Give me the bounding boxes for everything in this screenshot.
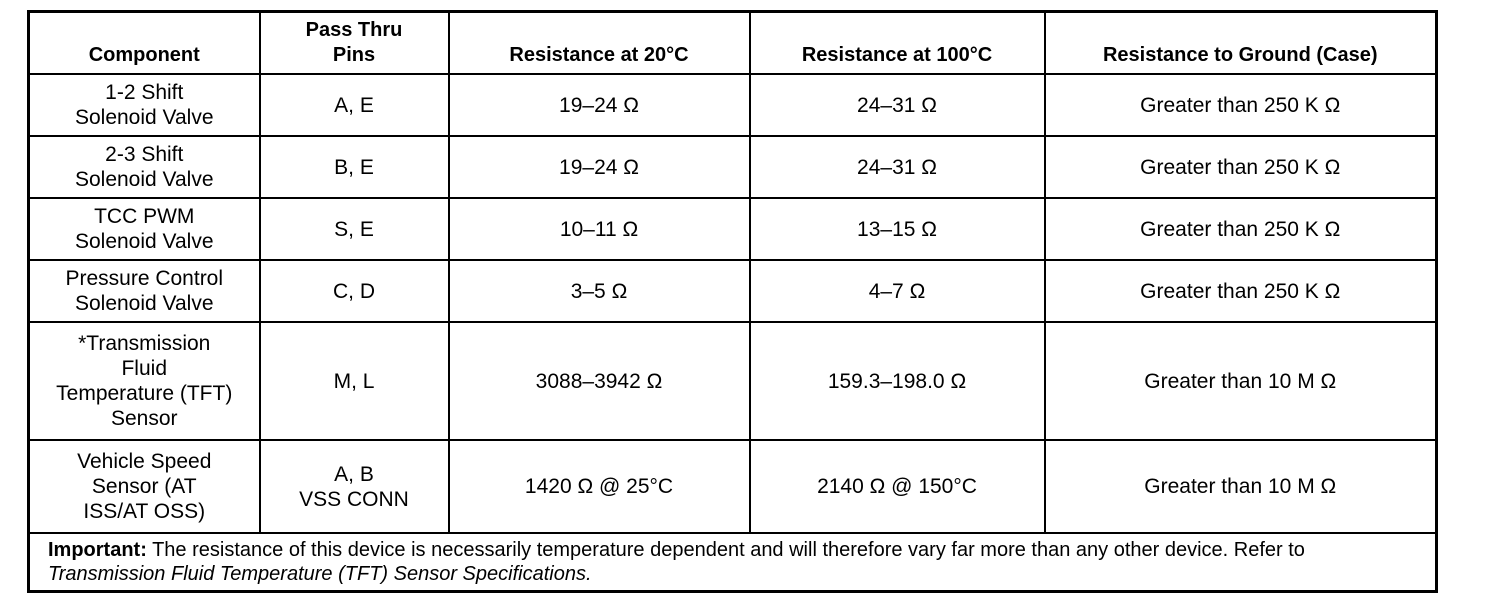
cell-line: 19–24 Ω	[559, 155, 639, 179]
cell-line: 10–11 Ω	[559, 217, 639, 241]
cell-line: Sensor	[110, 407, 178, 430]
cell-line: S, E	[334, 217, 374, 241]
cell-line: Solenoid Valve	[74, 230, 214, 253]
header-row: Component Pass Thru Pins Resistance at 20°C…	[27, 10, 1438, 75]
table-cell: A, B VSS CONN	[258, 439, 450, 534]
cell-line: Solenoid Valve	[74, 168, 214, 191]
cell-line: Solenoid Valve	[74, 292, 214, 315]
note-reference: Transmission Fluid Temperature (TFT) Sen…	[48, 563, 592, 585]
cell-line: Greater than 250 K Ω	[1140, 217, 1341, 241]
cell-line: Vehicle Speed	[77, 450, 212, 473]
table-body: 1-2 Shift Solenoid Valve A, E 19–24 Ω 24–31 …	[27, 73, 1438, 534]
table-cell: Vehicle Speed Sensor (AT ISS/AT OSS)	[27, 439, 261, 534]
cell-line: A, B	[334, 462, 374, 486]
table-cell: 2140 Ω @ 150°C	[748, 439, 1046, 534]
note-label: Important:	[48, 539, 147, 561]
table-cell: M, L	[258, 321, 450, 441]
cell-line: Greater than 250 K Ω	[1140, 93, 1341, 117]
cell-line: Pressure Control	[65, 267, 224, 290]
cell-line: 2-3 Shift	[105, 143, 184, 166]
table-cell: *Transmission Fluid Temperature (TFT) Senso…	[27, 321, 261, 441]
column-header: Pass Thru Pins	[258, 10, 450, 75]
table-cell: Greater than 250 K Ω	[1043, 197, 1438, 261]
cell-line: Temperature (TFT)	[56, 382, 233, 405]
spec-table: Component Pass Thru Pins Resistance at 20°C…	[27, 10, 1438, 593]
table-cell: 2-3 Shift Solenoid Valve	[27, 135, 261, 199]
cell-line: 3–5 Ω	[570, 279, 628, 303]
cell-line: Greater than 250 K Ω	[1140, 279, 1341, 303]
cell-line: Component	[88, 44, 200, 66]
table-row: 2-3 Shift Solenoid Valve B, E 19–24 Ω 24–31 …	[27, 135, 1438, 199]
table-cell: Greater than 250 K Ω	[1043, 135, 1438, 199]
table-cell: 13–15 Ω	[748, 197, 1046, 261]
column-header: Component	[27, 10, 261, 75]
cell-line: B, E	[334, 155, 374, 179]
table-cell: TCC PWM Solenoid Valve	[27, 197, 261, 261]
table-cell: S, E	[258, 197, 450, 261]
table-row: *Transmission Fluid Temperature (TFT) Senso…	[27, 321, 1438, 441]
table-cell: 24–31 Ω	[748, 73, 1046, 137]
cell-line: 4–7 Ω	[868, 279, 926, 303]
cell-line: VSS CONN	[299, 487, 409, 511]
table-cell: Greater than 10 M Ω	[1043, 439, 1438, 534]
table-cell: Greater than 250 K Ω	[1043, 259, 1438, 323]
page: Component Pass Thru Pins Resistance at 20°C…	[27, 10, 1438, 593]
column-header: Resistance at 100°C	[748, 10, 1046, 75]
cell-line: 19–24 Ω	[559, 93, 639, 117]
cell-line: Solenoid Valve	[74, 106, 214, 129]
note-text: The resistance of this device is necessa…	[152, 539, 1305, 561]
table-row: Pressure Control Solenoid Valve C, D 3–5 Ω 4…	[27, 259, 1438, 323]
cell-line: ISS/AT OSS)	[83, 500, 206, 523]
cell-line: Fluid	[121, 357, 168, 380]
table-cell: 4–7 Ω	[748, 259, 1046, 323]
cell-line: Greater than 250 K Ω	[1140, 155, 1341, 179]
cell-line: 24–31 Ω	[857, 93, 937, 117]
cell-line: 159.3–198.0 Ω	[827, 369, 967, 393]
table-row: Vehicle Speed Sensor (AT ISS/AT OSS) A, B VS…	[27, 439, 1438, 534]
cell-line: 13–15 Ω	[857, 217, 937, 241]
table-cell: 1-2 Shift Solenoid Valve	[27, 73, 261, 137]
table-cell: 19–24 Ω	[447, 73, 751, 137]
cell-line: 2140 Ω @ 150°C	[817, 475, 977, 498]
cell-line: 1420 Ω @ 25°C	[524, 475, 674, 498]
table-cell: 19–24 Ω	[447, 135, 751, 199]
cell-line: C, D	[333, 279, 375, 303]
cell-line: 24–31 Ω	[857, 155, 937, 179]
note-row: Important: The resistance of this device…	[27, 532, 1438, 593]
table-cell: Greater than 250 K Ω	[1043, 73, 1438, 137]
cell-line: Greater than 10 M Ω	[1144, 369, 1337, 393]
table-cell: 24–31 Ω	[748, 135, 1046, 199]
table-cell: Pressure Control Solenoid Valve	[27, 259, 261, 323]
table-cell: 159.3–198.0 Ω	[748, 321, 1046, 441]
note: Important: The resistance of this device…	[27, 532, 1438, 593]
table-cell: C, D	[258, 259, 450, 323]
table-cell: Greater than 10 M Ω	[1043, 321, 1438, 441]
cell-line: *Transmission	[78, 332, 211, 355]
cell-line: Resistance at 20°C	[509, 44, 689, 66]
cell-line: Resistance at 100°C	[801, 44, 993, 66]
cell-line: Resistance to Ground (Case)	[1102, 44, 1378, 66]
table-cell: 3–5 Ω	[447, 259, 751, 323]
cell-line: 1-2 Shift	[105, 81, 184, 104]
table-cell: 10–11 Ω	[447, 197, 751, 261]
table-row: TCC PWM Solenoid Valve S, E 10–11 Ω 13–15 Ω G…	[27, 197, 1438, 261]
cell-line: Greater than 10 M Ω	[1144, 475, 1337, 498]
table-cell: B, E	[258, 135, 450, 199]
cell-line: A, E	[334, 93, 374, 117]
cell-line: 3088–3942 Ω	[535, 369, 663, 393]
column-header: Resistance at 20°C	[447, 10, 751, 75]
cell-line: Pins	[332, 44, 376, 66]
table-cell: A, E	[258, 73, 450, 137]
table-cell: 3088–3942 Ω	[447, 321, 751, 441]
table-cell: 1420 Ω @ 25°C	[447, 439, 751, 534]
cell-line: Pass Thru	[305, 19, 403, 41]
cell-line: TCC PWM	[94, 205, 195, 228]
column-header: Resistance to Ground (Case)	[1043, 10, 1438, 75]
cell-line: M, L	[333, 369, 375, 393]
table-row: 1-2 Shift Solenoid Valve A, E 19–24 Ω 24–31 …	[27, 73, 1438, 137]
cell-line: Sensor (AT	[91, 475, 197, 498]
